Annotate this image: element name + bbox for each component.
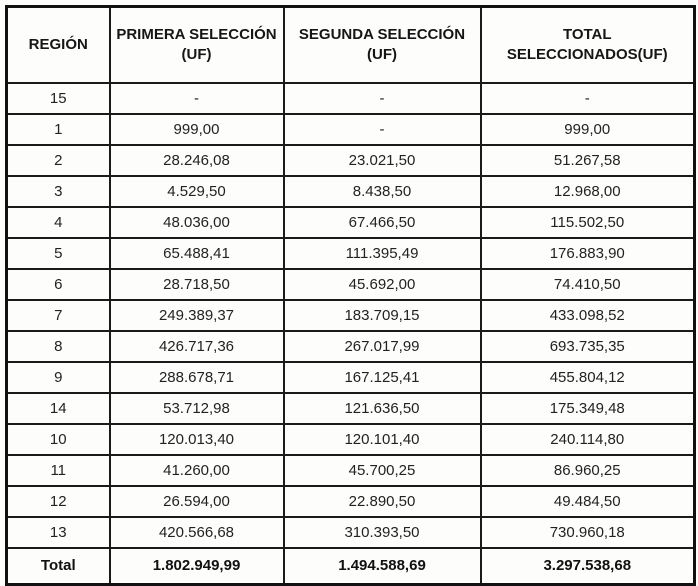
table-row: 8 426.717,36 267.017,99 693.735,35 <box>5 330 696 363</box>
table-row: 10 120.013,40 120.101,40 240.114,80 <box>5 423 696 456</box>
table-row: 5 65.488,41 111.395,49 176.883,90 <box>5 237 696 270</box>
primera-cell: - <box>108 82 285 115</box>
total-cell: 999,00 <box>479 113 696 146</box>
segunda-cell: 45.692,00 <box>282 268 482 301</box>
region-cell: 12 <box>5 485 111 518</box>
table-row: 9 288.678,71 167.125,41 455.804,12 <box>5 361 696 394</box>
segunda-cell: 45.700,25 <box>282 454 482 487</box>
region-cell: 9 <box>5 361 111 394</box>
table-row: 13 420.566,68 310.393,50 730.960,18 <box>5 516 696 549</box>
total-cell: 115.502,50 <box>479 206 696 239</box>
segunda-cell: 111.395,49 <box>282 237 482 270</box>
table-row: 14 53.712,98 121.636,50 175.349,48 <box>5 392 696 425</box>
primera-cell: 288.678,71 <box>108 361 285 394</box>
primera-cell: 4.529,50 <box>108 175 285 208</box>
region-cell: 13 <box>5 516 111 549</box>
header-primera: PRIMERA SELECCIÓN (UF) <box>108 5 285 84</box>
region-cell: 14 <box>5 392 111 425</box>
segunda-cell: 121.636,50 <box>282 392 482 425</box>
region-cell: 3 <box>5 175 111 208</box>
total-cell: 455.804,12 <box>479 361 696 394</box>
primera-cell: 999,00 <box>108 113 285 146</box>
total-total-cell: 3.297.538,68 <box>479 547 696 585</box>
total-cell: 51.267,58 <box>479 144 696 177</box>
table-row: 4 48.036,00 67.466,50 115.502,50 <box>5 206 696 239</box>
primera-cell: 120.013,40 <box>108 423 285 456</box>
segunda-cell: 167.125,41 <box>282 361 482 394</box>
table-row: 2 28.246,08 23.021,50 51.267,58 <box>5 144 696 177</box>
total-segunda-cell: 1.494.588,69 <box>282 547 482 585</box>
region-cell: 1 <box>5 113 111 146</box>
region-cell: 11 <box>5 454 111 487</box>
header-region: REGIÓN <box>5 5 111 84</box>
header-row: REGIÓN PRIMERA SELECCIÓN (UF) SEGUNDA SE… <box>5 5 696 84</box>
segunda-cell: 183.709,15 <box>282 299 482 332</box>
region-cell: 7 <box>5 299 111 332</box>
region-cell: 8 <box>5 330 111 363</box>
segunda-cell: 120.101,40 <box>282 423 482 456</box>
region-cell: 4 <box>5 206 111 239</box>
primera-cell: 48.036,00 <box>108 206 285 239</box>
total-cell: 49.484,50 <box>479 485 696 518</box>
region-cell: 10 <box>5 423 111 456</box>
region-cell: 5 <box>5 237 111 270</box>
segunda-cell: 310.393,50 <box>282 516 482 549</box>
region-cell: 2 <box>5 144 111 177</box>
segunda-cell: 267.017,99 <box>282 330 482 363</box>
total-cell: 12.968,00 <box>479 175 696 208</box>
total-cell: 86.960,25 <box>479 454 696 487</box>
table-row: 15 - - - <box>5 82 696 115</box>
segunda-cell: - <box>282 113 482 146</box>
primera-cell: 28.718,50 <box>108 268 285 301</box>
region-cell: 15 <box>5 82 111 115</box>
total-row: Total 1.802.949,99 1.494.588,69 3.297.53… <box>5 547 696 585</box>
primera-cell: 249.389,37 <box>108 299 285 332</box>
total-cell: 240.114,80 <box>479 423 696 456</box>
primera-cell: 420.566,68 <box>108 516 285 549</box>
table-row: 1 999,00 - 999,00 <box>5 113 696 146</box>
total-primera-cell: 1.802.949,99 <box>108 547 285 585</box>
total-cell: - <box>479 82 696 115</box>
region-cell: 6 <box>5 268 111 301</box>
total-cell: 730.960,18 <box>479 516 696 549</box>
primera-cell: 53.712,98 <box>108 392 285 425</box>
header-total: TOTAL SELECCIONADOS(UF) <box>479 5 696 84</box>
selection-table: REGIÓN PRIMERA SELECCIÓN (UF) SEGUNDA SE… <box>5 5 696 586</box>
primera-cell: 28.246,08 <box>108 144 285 177</box>
table-row: 3 4.529,50 8.438,50 12.968,00 <box>5 175 696 208</box>
table-row: 6 28.718,50 45.692,00 74.410,50 <box>5 268 696 301</box>
total-cell: 175.349,48 <box>479 392 696 425</box>
primera-cell: 26.594,00 <box>108 485 285 518</box>
primera-cell: 65.488,41 <box>108 237 285 270</box>
table-row: 11 41.260,00 45.700,25 86.960,25 <box>5 454 696 487</box>
total-cell: 74.410,50 <box>479 268 696 301</box>
total-cell: 433.098,52 <box>479 299 696 332</box>
total-cell: 693.735,35 <box>479 330 696 363</box>
total-cell: 176.883,90 <box>479 237 696 270</box>
primera-cell: 41.260,00 <box>108 454 285 487</box>
segunda-cell: 67.466,50 <box>282 206 482 239</box>
header-segunda: SEGUNDA SELECCIÓN (UF) <box>282 5 482 84</box>
segunda-cell: 22.890,50 <box>282 485 482 518</box>
segunda-cell: 8.438,50 <box>282 175 482 208</box>
table-row: 7 249.389,37 183.709,15 433.098,52 <box>5 299 696 332</box>
table-row: 12 26.594,00 22.890,50 49.484,50 <box>5 485 696 518</box>
segunda-cell: - <box>282 82 482 115</box>
segunda-cell: 23.021,50 <box>282 144 482 177</box>
primera-cell: 426.717,36 <box>108 330 285 363</box>
total-label-cell: Total <box>5 547 111 585</box>
